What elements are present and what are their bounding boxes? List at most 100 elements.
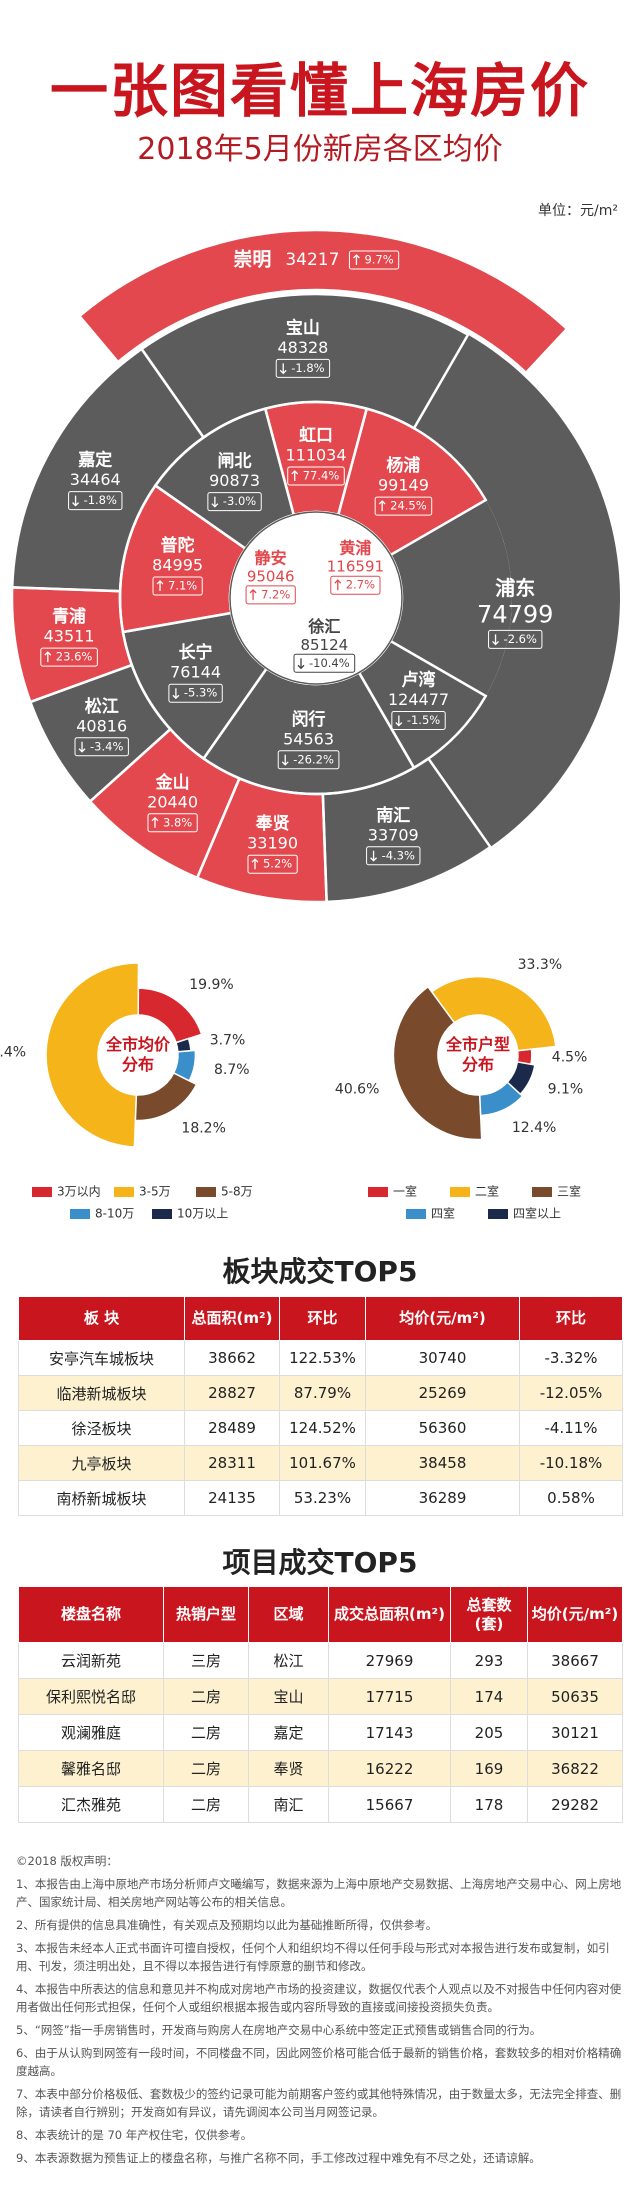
table-cell: 嘉定 (248, 1714, 329, 1751)
change-badge-text: 3.8% (163, 815, 192, 829)
table-cell: 28489 (184, 1410, 280, 1446)
change-arrow (334, 579, 342, 591)
change-badge-text: 2.7% (346, 578, 375, 592)
district-price: 124477 (388, 690, 449, 709)
change-badge-text: -1.5% (407, 713, 440, 727)
legend-swatch (114, 1187, 134, 1197)
pie-label: 9.1% (548, 1082, 584, 1098)
table-cell: 15667 (328, 1786, 451, 1823)
pie-label: 18.2% (181, 1121, 225, 1137)
district-sector (390, 500, 512, 696)
table-cell: -4.11% (519, 1410, 623, 1446)
table-row: 九亭板块 28311 101.67% 38458 -10.18% (18, 1445, 623, 1481)
legend-swatch (32, 1187, 52, 1197)
district-sector (30, 665, 171, 802)
table-cell: 30121 (527, 1714, 623, 1751)
unit-note: 单位：元/m² (538, 203, 618, 219)
legend-label: 3-5万 (139, 1185, 171, 1199)
district-sector (11, 587, 132, 702)
pie-slice (137, 987, 203, 1044)
table-row: 汇杰雅苑 二房 南汇 15667 178 29282 (18, 1786, 623, 1823)
district-sector (120, 485, 246, 633)
footer-note: 3、本报告未经本人正式书面许可擅自授权，任何个人和组织均不得以任何手段与形式对本… (16, 1941, 610, 1973)
change-badge-text: -1.8% (291, 361, 324, 375)
change-badge-text: 7.2% (261, 587, 290, 601)
table-row: 云润新苑 三房 松江 27969 293 38667 (18, 1642, 623, 1679)
change-badge (287, 466, 345, 486)
change-arrow (492, 634, 500, 646)
legend-swatch (152, 1209, 172, 1219)
district-price: 20440 (147, 792, 198, 811)
header-cell: 区域 (248, 1586, 329, 1643)
change-badge-text: 23.6% (56, 650, 93, 664)
district-sector (316, 512, 402, 628)
change-badge (374, 496, 433, 516)
change-badge (152, 576, 203, 596)
district-sector (141, 294, 469, 438)
table-cell: 二房 (163, 1714, 249, 1751)
footer-note: 8、本表统计的是 70 年产权住宅，仅供参考。 (16, 2128, 253, 2142)
district-price: 90873 (209, 471, 260, 490)
data-table: 板 块总面积(m²) 环比 均价(元/m²) 环比 安亭汽车城板块 38662 122.53… (18, 1296, 623, 1516)
table-cell: 28311 (184, 1445, 280, 1481)
legend-label: 5-8万 (221, 1185, 253, 1199)
table-cell: 17143 (328, 1714, 451, 1751)
district-name: 杨浦 (386, 455, 420, 476)
table-cell: 28827 (184, 1375, 280, 1411)
change-badge (275, 358, 331, 378)
change-badge-text: -26.2% (293, 752, 334, 766)
pie-slice (134, 1071, 198, 1122)
change-arrow (211, 496, 219, 508)
district-name: 奉贤 (255, 813, 290, 834)
district-price: 74799 (477, 600, 553, 628)
table-cell: 38662 (184, 1340, 280, 1376)
change-badge-text: -5.3% (184, 686, 217, 700)
table-row: 保利熙悦名邸 二房 宝山 17715 174 50635 (18, 1678, 623, 1715)
change-badge (366, 846, 421, 866)
data-table: 楼盘名称 热销户型 区域 成交总面积(m²) 总套数(套) 均价(元/m²) 云润新苑 三房松… (18, 1586, 623, 1823)
table-cell: 124.52% (279, 1410, 366, 1446)
pie-label: 12.4% (512, 1120, 556, 1136)
district-price: 40816 (76, 716, 127, 735)
change-arrow (370, 850, 378, 862)
change-badge-text: 5.2% (263, 857, 292, 871)
footer-note: 2、所有提供的信息具准确性，有关观点及预期均以此为基础推断所得，仅供参考。 (16, 1918, 438, 1932)
district-sector (338, 408, 486, 555)
legend-label: 3万以内 (57, 1185, 101, 1199)
change-badge (147, 813, 198, 833)
change-badge-text: -10.4% (309, 656, 350, 670)
table-cell: 53.23% (279, 1480, 366, 1516)
legend-label: 四室 (431, 1206, 455, 1221)
district-name: 松江 (85, 696, 119, 717)
district-price: 54563 (283, 729, 334, 748)
change-badge (68, 491, 123, 511)
footer-note: 4、本报告中所表达的信息和意见并不构成对房地产市场的投资建议，数据仅代表个人观点… (16, 1982, 622, 2014)
table-cell: 122.53% (279, 1340, 366, 1376)
district-sector (155, 408, 294, 549)
change-arrow (44, 651, 52, 663)
legend-label: 二室 (475, 1184, 499, 1199)
district-name: 长宁 (179, 642, 213, 663)
change-arrow (156, 580, 164, 592)
header-row: 板 块总面积(m²) 环比 均价(元/m²) 环比 (18, 1296, 623, 1341)
table-row: 观澜雅庭 二房 嘉定 17143 205 30121 (18, 1714, 623, 1751)
change-badge-text: 9.7% (364, 253, 393, 267)
footer-note: 7、本表中部分价格极低、套数极少的签约记录可能为前期客户签约或其他特殊情况，由于… (16, 2087, 622, 2119)
inner-border (231, 513, 401, 683)
legend-swatch (70, 1209, 90, 1219)
header-cell: 总套数(套) (450, 1586, 528, 1643)
change-badge (391, 711, 446, 731)
change-arrow (281, 754, 289, 766)
district-name: 虹口 (299, 426, 333, 446)
change-arrow (172, 688, 180, 700)
table-cell: 36822 (527, 1750, 623, 1787)
table-cell: 36289 (365, 1480, 520, 1516)
district-price: 34464 (70, 470, 121, 489)
district-name: 金山 (155, 772, 190, 793)
district-name: 崇明 (233, 248, 271, 271)
table-cell: 汇杰雅苑 (18, 1786, 164, 1823)
district-name: 浦东 (495, 576, 535, 600)
change-badge (277, 750, 340, 770)
header-cell: 总面积(m²) (184, 1296, 280, 1341)
table-cell: -10.18% (519, 1445, 623, 1481)
